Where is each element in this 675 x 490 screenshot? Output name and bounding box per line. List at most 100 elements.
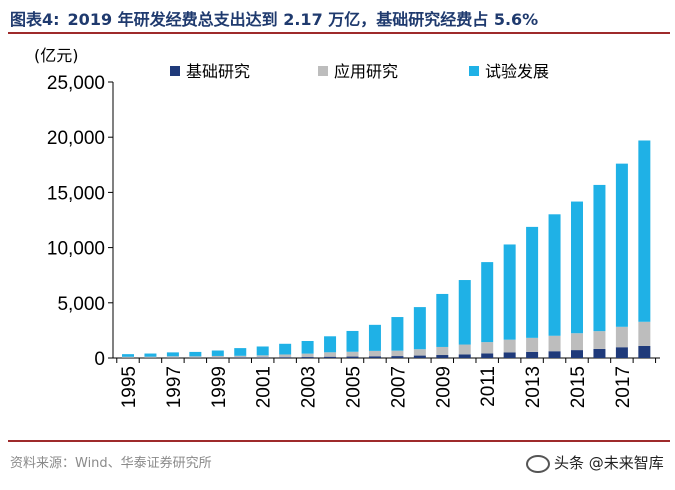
y-tick-label: 10,000 — [47, 239, 105, 260]
bar-segment-basic-research — [593, 348, 606, 358]
x-tick-label: 1995 — [119, 366, 140, 408]
bar-segment-applied-research — [144, 356, 157, 358]
stacked-bar-chart: 0 5,000 10,000 15,000 20,000 25,000 1995 1997 19… — [47, 62, 660, 408]
bar-segment-applied-research — [122, 356, 134, 358]
watermark-text: 头条 @未来智库 — [554, 454, 664, 472]
bar-segment-applied-research — [615, 326, 628, 348]
watermark-logo-icon — [526, 454, 550, 473]
bar-segment-basic-research — [615, 347, 628, 358]
bar-segment-experimental-development — [234, 348, 247, 356]
bar-segment-experimental-development — [279, 343, 292, 355]
bar-segment-applied-research — [256, 355, 269, 358]
x-tick-label: 2017 — [613, 366, 634, 408]
bar-segment-applied-research — [324, 352, 337, 357]
y-axis-unit-label: (亿元) — [34, 46, 79, 65]
bar-segment-basic-research — [548, 351, 561, 358]
bar-segment-experimental-development — [346, 330, 359, 352]
figure-title-text: 2019 年研发经费总支出达到 2.17 万亿，基础研究经费占 5.6% — [67, 10, 539, 29]
legend-swatch — [469, 66, 479, 76]
bar-segment-applied-research — [211, 355, 224, 358]
bar-segment-applied-research — [503, 339, 516, 353]
y-tick-label: 20,000 — [47, 128, 105, 149]
bar-segment-experimental-development — [122, 354, 134, 357]
bar-segment-experimental-development — [526, 226, 539, 338]
bar-segment-experimental-development — [391, 317, 404, 351]
bar-segment-applied-research — [436, 346, 449, 356]
bar-segment-basic-research — [638, 345, 651, 358]
bar-segment-experimental-development — [503, 244, 516, 340]
bar-segment-basic-research — [391, 356, 404, 358]
bar-segment-experimental-development — [458, 280, 471, 345]
bar-segment-basic-research — [368, 356, 381, 358]
bar-segment-experimental-development — [211, 350, 224, 356]
bar-segment-basic-research — [481, 353, 494, 358]
bar-segment-basic-research — [571, 350, 583, 358]
x-tick-label: 1999 — [209, 366, 230, 408]
source-note: 资料来源：Wind、华泰证券研究所 — [10, 456, 212, 471]
bar-segment-experimental-development — [324, 336, 337, 353]
bar-segment-applied-research — [166, 356, 179, 358]
figure-title: 图表4: 2019 年研发经费总支出达到 2.17 万亿，基础研究经费占 5.6% — [10, 6, 670, 30]
bar-segment-applied-research — [458, 344, 471, 355]
bar-segment-experimental-development — [571, 201, 583, 334]
y-tick-label: 15,000 — [47, 183, 105, 204]
legend-label: 基础研究 — [186, 62, 250, 81]
bar-segment-basic-research — [301, 357, 314, 358]
x-tick-label: 2005 — [344, 366, 365, 408]
bar-segment-experimental-development — [638, 140, 651, 322]
bar-segment-basic-research — [324, 356, 337, 358]
bar-segment-applied-research — [481, 342, 494, 354]
bar-segment-applied-research — [548, 335, 561, 352]
bar-segment-experimental-development — [615, 163, 628, 327]
legend-swatch — [170, 66, 180, 76]
bar-segment-applied-research — [368, 350, 381, 357]
bar-segment-basic-research — [503, 352, 516, 358]
bar-segment-basic-research — [413, 355, 426, 358]
bar-segment-basic-research — [279, 357, 292, 358]
legend-swatch — [318, 66, 328, 76]
bar-segment-applied-research — [593, 331, 606, 349]
bar-segment-applied-research — [413, 349, 426, 356]
bar-segment-basic-research — [234, 357, 247, 358]
x-tick-label: 2011 — [478, 366, 499, 407]
legend-label: 试验发展 — [485, 62, 549, 81]
bar-segment-experimental-development — [481, 262, 494, 343]
bar-segment-applied-research — [526, 337, 539, 352]
title-divider — [8, 32, 670, 34]
bar-segment-experimental-development — [189, 351, 202, 357]
source-divider — [8, 440, 670, 442]
bar-segment-experimental-development — [256, 346, 269, 356]
bar-segment-basic-research — [256, 357, 269, 358]
x-tick-label: 2003 — [299, 366, 320, 408]
bar-segment-applied-research — [279, 354, 292, 358]
bar-segment-basic-research — [458, 354, 471, 358]
x-tick-label: 2007 — [388, 366, 409, 408]
y-tick-label: 5,000 — [57, 294, 105, 315]
x-tick-label: 2015 — [568, 366, 589, 408]
bar-segment-experimental-development — [368, 324, 381, 351]
legend-label: 应用研究 — [334, 62, 398, 81]
bar-segment-experimental-development — [166, 352, 179, 357]
bar-segment-applied-research — [189, 356, 202, 358]
bar-segment-applied-research — [571, 333, 583, 351]
x-tick-label: 1997 — [164, 366, 185, 408]
bar-segment-applied-research — [301, 353, 314, 358]
bar-segment-experimental-development — [144, 353, 157, 357]
bar-segment-basic-research — [436, 355, 449, 358]
y-tick-label: 25,000 — [47, 73, 105, 94]
bar-segment-applied-research — [638, 321, 651, 346]
figure-label: 图表4: — [10, 10, 60, 29]
watermark: 头条 @未来智库 — [526, 452, 664, 473]
x-tick-label: 2013 — [523, 366, 544, 408]
x-tick-label: 2009 — [433, 366, 454, 408]
bar-segment-applied-research — [234, 355, 247, 358]
bar-segment-basic-research — [346, 356, 359, 358]
x-tick-label: 2001 — [254, 366, 275, 408]
bar-segment-experimental-development — [301, 340, 314, 354]
bar-segment-experimental-development — [548, 214, 561, 336]
y-tick-label: 0 — [94, 349, 105, 370]
bar-segment-experimental-development — [413, 307, 426, 350]
bar-segment-applied-research — [346, 351, 359, 357]
bar-segment-experimental-development — [593, 184, 606, 332]
bar-segment-basic-research — [526, 351, 539, 358]
